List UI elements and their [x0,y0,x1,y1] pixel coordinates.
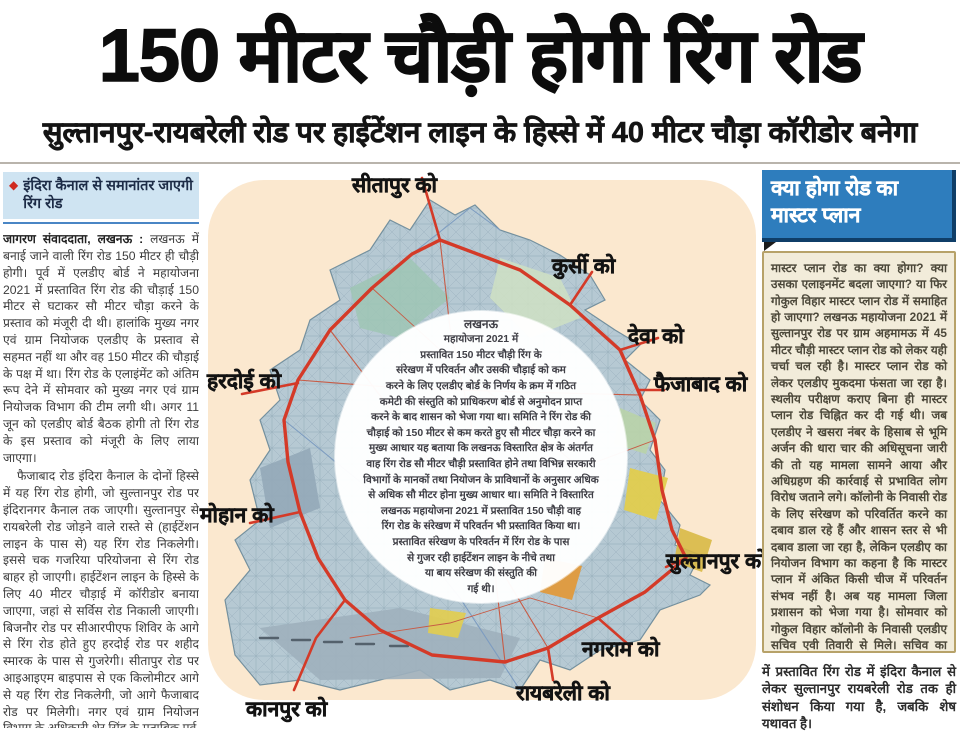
radial-roads [240,176,688,692]
ring-road [282,238,688,664]
byline: जागरण संवाददाता, लखनऊ : [3,232,144,247]
inset-note-line: करने के लिए एलडीए बोर्ड के निर्णय के क्र… [385,381,577,393]
label-mohan: मोहान को [200,504,274,528]
inset-note-line: गई थी। [467,583,495,595]
label-sultanpur: सुल्तानपुर को [666,550,767,574]
label-dewa: देवा को [628,325,684,349]
article-paragraph-1: जागरण संवाददाता, लखनऊ : लखनऊ में बनाई जा… [3,231,199,466]
inset-note-line: या बाय संरेखण की संस्तुति की [424,568,538,580]
masthead-divider [0,162,960,164]
main-headline: 150 मीटर चौड़ी होगी रिंग रोड [98,13,863,98]
label-sitapur: सीतापुर को [352,174,437,198]
article-paragraph-2: फैजाबाद रोड इंदिरा कैनाल के दोनों हिस्से… [3,469,199,728]
kicker-headline: इंदिरा कैनाल से समानांतर जाएगी रिंग रोड [23,178,193,213]
label-nagram: नगराम को [582,638,660,662]
inset-note-line: से अधिक सौ मीटर होना मुख्य आधार था। समित… [368,490,594,502]
inset-note-line: लखनऊ महायोजना 2021 में प्रस्तावित 150 चौ… [380,505,582,517]
sidebar-body-text: मास्टर प्लान रोड का क्या होगा? क्या उसका… [771,260,947,653]
inset-note-line: विभागों के मानकों तथा नियोजन के प्राविधा… [363,474,599,486]
label-faizabad: फैजाबाद को [654,373,748,397]
label-hardoi: हरदोई को [207,370,282,394]
inset-note-line: प्रस्तावित संरेखण के परिवर्तन में रिंग र… [392,536,570,548]
inset-note-line: प्रस्तावित 150 मीटर चौड़ी रिंग के [420,349,542,361]
label-raebareli: रायबरेली को [516,682,610,706]
inset-note-line: संरेखण में परिवर्तन और उसकी चौड़ाई को कम [396,365,566,377]
kicker-box: ◆ इंदिरा कैनाल से समानांतर जाएगी रिंग रो… [3,172,199,220]
diamond-bullet-icon: ◆ [9,178,19,192]
inset-note-line: से गुजर रही हाईटेंशन लाइन के नीचे तथा [407,552,555,564]
map-inset-note: लखनऊ महायोजना 2021 में प्रस्तावित 150 मीटर… [335,311,627,603]
sub-headline: सुल्तानपुर-रायबरेली रोड पर हाईटेंशन लाइन… [42,117,918,150]
inset-note-line: कमेटी की संस्तुति को प्राधिकरण बोर्ड से … [379,396,583,408]
kicker-rule [3,222,199,225]
label-kanpur: कानपुर को [246,698,328,722]
inset-note-line: चौड़ाई को 150 मीटर से कम करते हुए सौ मीट… [366,427,596,439]
sidebar-column: क्या होगा रोड का मास्टर प्लान मास्टर प्ल… [762,170,956,731]
inset-note-line: महायोजना 2021 में [443,334,519,346]
article-continuation: में प्रस्तावित रिंग रोड में इंदिरा कैनाल… [762,663,956,731]
sidebar-body-box: मास्टर प्लान रोड का क्या होगा? क्या उसका… [762,250,956,653]
inset-note-line: मुख्य आधार यह बताया कि लखनऊ विस्तारित क्… [369,443,593,455]
inset-note-line: करने के बाद शासन को भेजा गया था। समिति न… [371,412,591,424]
fold-triangle-icon [764,241,776,251]
inset-note-line: वाह रिंग रोड सौ मीटर चौड़ी प्रस्तावित हो… [366,459,596,470]
sidebar-header: क्या होगा रोड का मास्टर प्लान [762,170,956,242]
ring-road-map-panel: लखनऊ महायोजना 2021 में प्रस्तावित 150 मीटर… [200,168,767,731]
sidebar-header-line1: क्या होगा रोड का [771,177,899,200]
label-kursi: कुर्सी को [552,255,616,279]
paragraph-1-text: लखनऊ में बनाई जाने वाली रिंग रोड 150 मीट… [3,232,199,465]
sidebar-header-line2: मास्टर प्लान [771,203,861,227]
left-article-column: ◆ इंदिरा कैनाल से समानांतर जाएगी रिंग रो… [3,172,199,728]
inset-note-line: लखनऊ [463,316,499,331]
inset-note-line: रिंग रोड के संरेखण में परिवर्तन भी प्रस्… [381,521,581,533]
article-body: जागरण संवाददाता, लखनऊ : लखनऊ में बनाई जा… [3,231,199,728]
